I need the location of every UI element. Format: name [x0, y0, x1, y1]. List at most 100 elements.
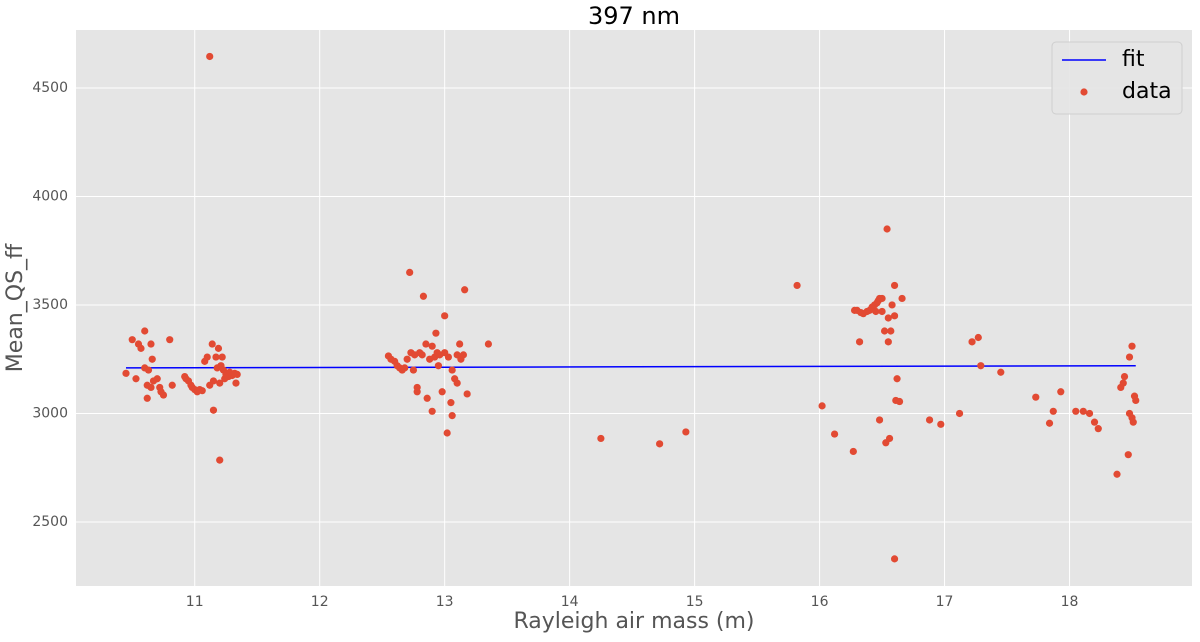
data-point: [159, 391, 168, 399]
data-point: [428, 342, 436, 350]
data-point: [855, 338, 864, 346]
data-point: [413, 388, 421, 396]
data-point: [830, 430, 839, 438]
data-point: [883, 225, 891, 233]
data-point: [209, 406, 218, 414]
chart-title: 397 nm: [588, 2, 680, 30]
data-point: [418, 351, 426, 359]
data-point: [216, 379, 224, 387]
data-point: [955, 409, 964, 418]
data-point: [1032, 393, 1040, 401]
data-point: [233, 370, 241, 379]
data-point: [216, 456, 224, 464]
data-point: [218, 353, 226, 361]
data-point: [682, 428, 690, 436]
x-tick-label: 15: [686, 594, 704, 610]
data-point: [880, 327, 889, 335]
y-tick-label: 4500: [32, 80, 68, 96]
data-point: [428, 407, 436, 415]
data-point: [849, 447, 857, 456]
data-point: [212, 353, 220, 361]
data-point: [884, 338, 892, 346]
data-point: [448, 412, 456, 420]
data-point: [441, 312, 449, 320]
data-point: [890, 281, 899, 290]
data-point: [203, 353, 211, 361]
data-point: [890, 555, 899, 563]
x-tick-label: 17: [936, 594, 954, 610]
data-point: [444, 353, 453, 361]
data-point: [122, 369, 130, 377]
x-axis-label: Rayleigh air mass (m): [513, 609, 754, 634]
data-point: [977, 362, 985, 370]
data-point: [1113, 470, 1121, 478]
data-point: [1057, 388, 1065, 396]
data-point: [448, 366, 456, 374]
y-tick-label: 3500: [32, 297, 68, 313]
data-point: [137, 344, 145, 352]
data-point: [143, 394, 151, 402]
plot-area: [76, 30, 1192, 586]
data-point: [447, 399, 455, 407]
x-tick-label: 14: [561, 594, 579, 610]
data-point: [403, 355, 411, 363]
data-point: [453, 379, 461, 387]
data-point: [1072, 407, 1080, 415]
fit-line: [125, 364, 1136, 369]
data-point: [937, 420, 945, 428]
legend-label: fit: [1122, 47, 1145, 72]
data-point: [925, 416, 934, 424]
data-point: [872, 307, 880, 316]
data-point: [401, 364, 409, 372]
data-point: [422, 340, 430, 348]
data-point: [888, 301, 896, 309]
data-point: [1045, 419, 1054, 427]
data-point: [456, 340, 464, 348]
data-point: [198, 387, 206, 395]
data-point: [423, 394, 431, 402]
data-point: [1128, 342, 1136, 350]
data-point: [148, 355, 156, 363]
data-point: [793, 281, 801, 290]
data-point: [132, 375, 140, 383]
data-point: [1085, 409, 1094, 418]
data-point: [432, 329, 440, 337]
data-point: [438, 388, 446, 396]
data-point: [214, 344, 223, 352]
legend-swatch: [1080, 88, 1088, 96]
data-point: [1120, 372, 1129, 381]
data-point: [597, 434, 605, 443]
data-point: [128, 336, 136, 344]
data-point: [885, 434, 894, 443]
data-point: [144, 366, 153, 374]
data-point: [974, 333, 982, 342]
data-point: [166, 336, 174, 344]
data-point: [461, 286, 469, 294]
data-point: [1049, 407, 1057, 415]
data-point: [818, 402, 826, 410]
data-point: [153, 375, 161, 383]
data-point: [1129, 418, 1137, 426]
x-tick-label: 18: [1061, 594, 1079, 610]
x-tick-label: 13: [436, 594, 454, 610]
y-axis-label: Mean_QS_ff: [3, 243, 28, 372]
data-point: [419, 292, 428, 300]
data-point: [1125, 353, 1134, 361]
data-point: [147, 383, 155, 392]
data-point: [459, 351, 468, 359]
data-point: [409, 366, 418, 374]
data-point: [656, 440, 664, 448]
x-tick-label: 12: [311, 594, 329, 610]
data-point: [997, 368, 1005, 376]
data-point: [484, 340, 493, 348]
data-point: [887, 327, 895, 335]
data-point: [1124, 451, 1132, 459]
data-point: [968, 338, 976, 346]
data-point: [232, 379, 240, 387]
data-point: [168, 381, 176, 389]
data-point: [1094, 425, 1102, 433]
data-point: [895, 397, 904, 406]
y-tick-label: 3000: [32, 405, 68, 421]
data-point: [463, 390, 471, 398]
